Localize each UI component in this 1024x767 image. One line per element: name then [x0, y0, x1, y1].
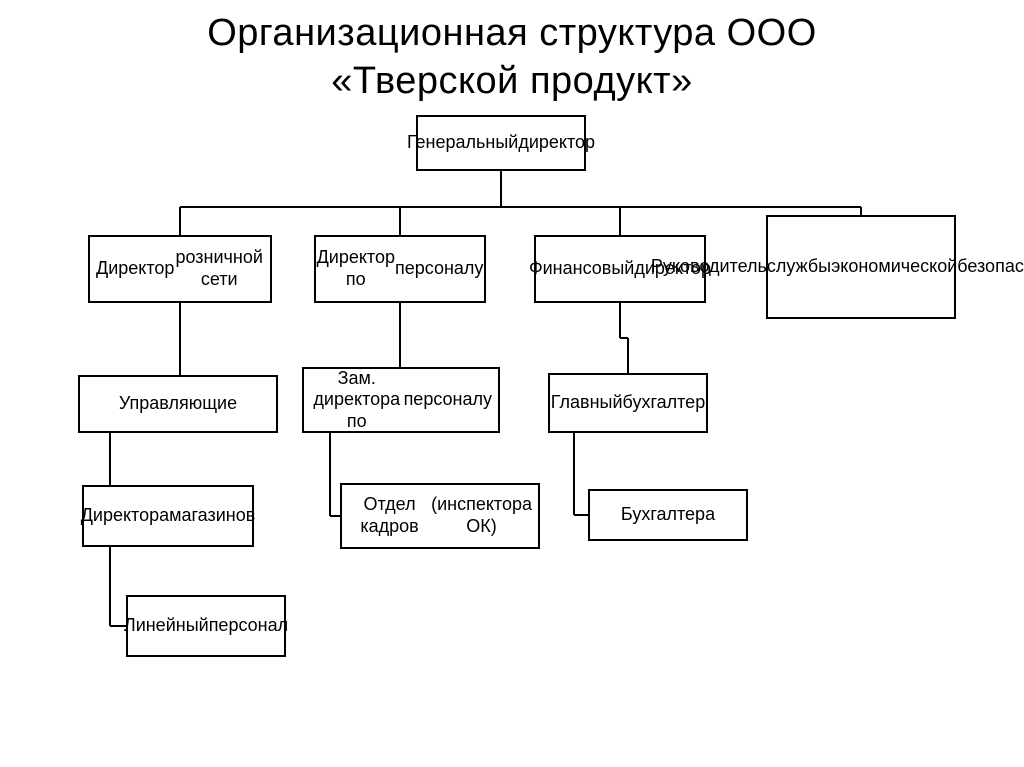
org-node-line: Линейныйперсонал: [126, 595, 286, 657]
title-line-1: Организационная структура ООО: [207, 12, 817, 54]
org-node-retail: Директоррозничной сети: [88, 235, 272, 303]
org-node-sec: Руководительслужбыэкономическойбезопасно…: [766, 215, 956, 319]
org-node-mgrs: Управляющие: [78, 375, 278, 433]
org-node-ok: Отдел кадров(инспектора ОК): [340, 483, 540, 549]
org-node-root: Генеральныйдиректор: [416, 115, 586, 171]
org-node-zamhr: Зам. директора поперсоналу: [302, 367, 500, 433]
org-chart-canvas: Генеральныйдиректор Директоррозничной сет…: [0, 105, 1024, 735]
org-node-dirmag: Директорамагазинов: [82, 485, 254, 547]
title-line-2: «Тверской продукт»: [331, 60, 692, 102]
org-node-glbuh: Главныйбухгалтер: [548, 373, 708, 433]
org-node-buh: Бухгалтера: [588, 489, 748, 541]
page-title: Организационная структура ООО «Тверской …: [0, 0, 1024, 105]
org-node-hr: Директор поперсоналу: [314, 235, 486, 303]
